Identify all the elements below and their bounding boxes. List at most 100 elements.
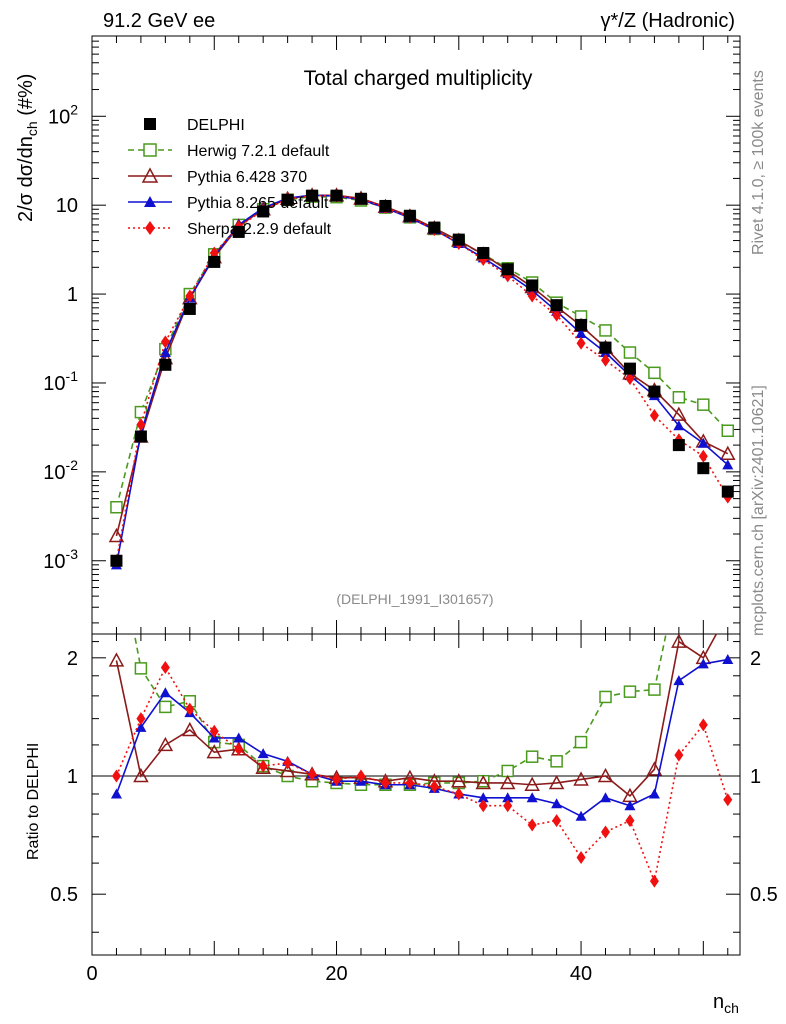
sherpa-2-2-9-default-ratio-point [723,793,733,807]
delphi-point [134,430,147,443]
herwig-7-2-1-default-point [648,366,661,380]
delphi-point [452,233,465,246]
x-axis-label: nch [713,991,739,1016]
sherpa-2-2-9-default-ratio-point [111,769,121,783]
sherpa-2-2-9-default-ratio-point [674,748,684,762]
sherpa-2-2-9-default-ratio-point [332,772,342,786]
header-energy-label: 91.2 GeV ee [103,10,215,32]
delphi-point [428,221,441,234]
pythia-6-428-370-ratio-point [499,774,516,790]
sherpa-2-2-9-default-ratio-line [115,665,729,884]
delphi-point [477,246,490,259]
pythia-6-428-370-ratio-point [524,776,540,792]
pythia-6-428-370-ratio-point [646,761,663,776]
pythia-6-428-370-ratio-point [451,773,467,788]
legend-label-pythia-6-428-370: Pythia 6.428 370 [187,169,307,186]
sherpa-2-2-9-default-point [601,353,611,367]
pythia-8-265-default-point [673,420,685,431]
sherpa-2-2-9-default-point [698,449,708,463]
ratio-tick-label-right: 0.5 [750,884,778,906]
legend-marker-herwig-7-2-1-default [143,143,157,157]
ratio-tick-label-right: 1 [750,766,761,788]
herwig-7-2-1-default-point [697,398,710,411]
legend-label-sherpa-2-2-9-default: Sherpa 2.2.9 default [187,221,332,238]
pythia-6-428-370-ratio-point [157,736,174,752]
mcplots-label: mcplots.cern.ch [arXiv:2401.10621] [750,385,767,636]
pythia-6-428-370-ratio-line [115,634,718,797]
pythia-8-265-default-ratio-point [477,792,489,803]
analysis-watermark: (DELPHI_1991_I301657) [336,591,493,607]
pythia-8-265-default-point [697,437,709,448]
y-tick-label: 102 [48,101,78,128]
legend-label-pythia-8-265-default: Pythia 8.265 default [187,195,329,212]
pythia-8-265-default-ratio-point [624,800,636,811]
main-series-group [108,187,736,570]
pythia-8-265-default-ratio-point [502,792,514,803]
pythia-8-265-default-point [575,328,587,339]
herwig-7-2-1-default-point [721,424,735,438]
delphi-point [183,302,196,315]
delphi-point [623,362,636,375]
x-tick-label: 20 [325,963,347,985]
sherpa-2-2-9-default-ratio-point [552,814,562,828]
pythia-8-265-default-point [159,347,171,358]
pythia-6-428-370-ratio-point [182,721,198,737]
herwig-7-2-1-default-ratio-point [159,700,172,714]
pythia-8-265-default-ratio-point [135,721,147,732]
plot-title: Total charged multiplicity [304,67,533,90]
sherpa-2-2-9-default-point [649,409,659,423]
pythia-6-428-370-line [115,194,729,537]
pythia-8-265-default-ratio-point [600,792,612,803]
herwig-7-2-1-default-ratio-point [134,662,148,675]
pythia-8-265-default-ratio-point [159,687,171,698]
pythia-8-265-default-ratio-point [648,788,660,799]
sherpa-2-2-9-default-ratio-point [258,759,268,773]
pythia-8-265-default-ratio-point [697,658,709,669]
sherpa-2-2-9-default-ratio-point [136,712,146,726]
pythia-6-428-370-point [720,445,736,460]
sherpa-2-2-9-default-ratio-point [356,769,366,783]
delphi-point [697,462,710,475]
pythia-6-428-370-ratio-point [279,762,296,778]
herwig-7-2-1-default-ratio-point [574,735,588,749]
sherpa-2-2-9-default-ratio-point [601,825,611,839]
pythia-6-428-370-ratio-point [597,767,614,783]
delphi-point [232,225,245,238]
sherpa-2-2-9-default-ratio-point [234,742,244,756]
sherpa-2-2-9-default-point [576,336,586,350]
ratio-tick-label-left: 2 [67,648,78,670]
pythia-8-265-default-ratio-point [526,792,538,803]
delphi-point [257,205,270,218]
herwig-7-2-1-default-ratio-point [599,690,612,704]
pythia-8-265-default-ratio-point [551,798,563,809]
delphi-point [648,385,661,398]
sherpa-2-2-9-default-ratio-point [478,799,488,813]
delphi-point [330,189,343,202]
sherpa-2-2-9-default-ratio-point [405,776,415,790]
y-tick-label: 10-3 [43,546,78,573]
herwig-7-2-1-default-ratio-point [525,750,539,763]
delphi-point [575,318,588,331]
pythia-8-265-default-ratio-line [115,658,728,818]
main-y-axis-label: 2/σ dσ/dnch (#%) [15,74,40,222]
herwig-7-2-1-default-point [599,324,612,337]
delphi-point [550,299,563,312]
herwig-7-2-1-default-ratio-point [648,683,661,696]
herwig-7-2-1-default-ratio-point [623,685,637,698]
legend-label-herwig-7-2-1-default: Herwig 7.2.1 default [187,143,330,160]
legend-marker-sherpa-2-2-9-default [145,221,155,235]
sherpa-2-2-9-default-ratio-point [649,874,659,888]
sherpa-2-2-9-default-ratio-point [429,780,439,794]
pythia-6-428-370-ratio-point [548,774,565,790]
herwig-7-2-1-default-point [134,405,148,419]
y-tick-label: 10 [56,195,78,217]
pythia-8-265-default-ratio-point [257,748,269,759]
sherpa-2-2-9-default-point [136,418,146,432]
delphi-point [672,439,685,452]
sherpa-2-2-9-default-ratio-point [576,851,586,865]
pythia-8-265-default-ratio-point [722,654,734,665]
sherpa-2-2-9-default-ratio-point [454,787,464,801]
pythia-8-265-default-point [722,459,734,470]
sherpa-2-2-9-default-ratio-point [283,756,293,770]
